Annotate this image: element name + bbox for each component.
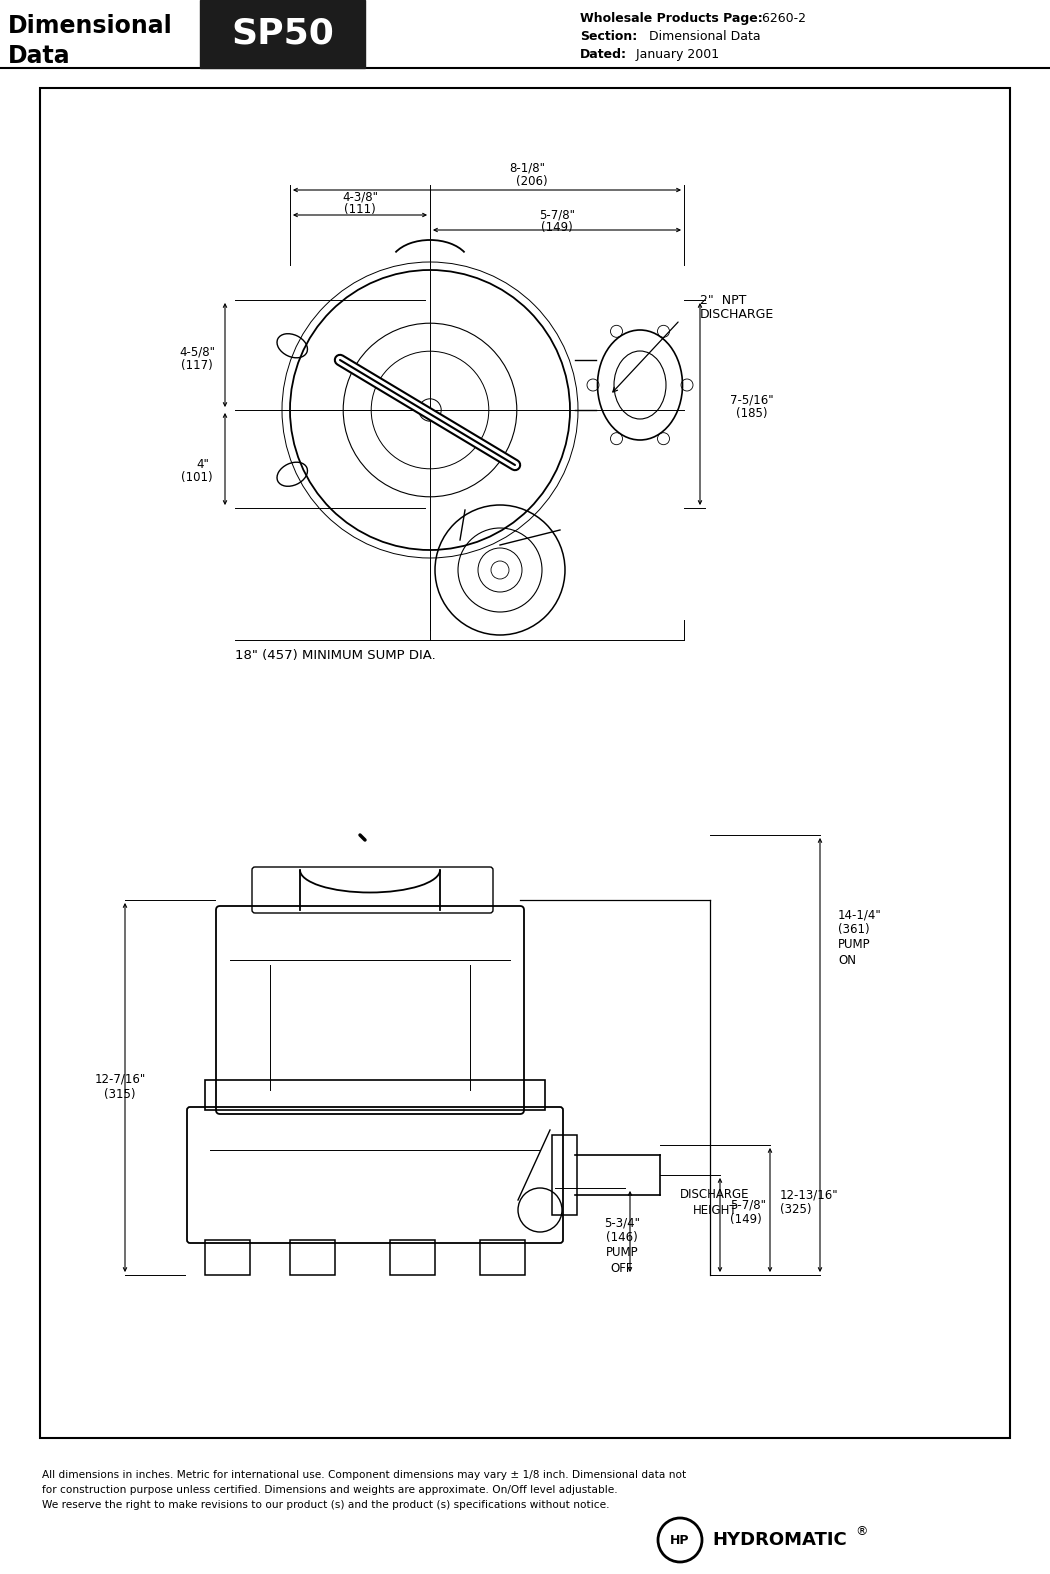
Bar [40, 88, 1010, 1439]
Text: 6260-2: 6260-2 [758, 13, 806, 25]
Text: DISCHARGE: DISCHARGE [680, 1188, 750, 1201]
Text: January 2001: January 2001 [632, 47, 719, 61]
Text: Wholesale Products Page:: Wholesale Products Page: [580, 13, 762, 25]
Text: 4-5/8": 4-5/8" [178, 346, 215, 359]
Text: Dimensional Data: Dimensional Data [645, 30, 760, 42]
Bar [480, 1240, 525, 1275]
Text: 5-3/4": 5-3/4" [604, 1217, 640, 1229]
Text: Section:: Section: [580, 30, 637, 42]
Text: Dated:: Dated: [580, 47, 627, 61]
Text: (146): (146) [606, 1231, 638, 1245]
Text: Dimensional: Dimensional [8, 14, 173, 38]
Text: DISCHARGE: DISCHARGE [700, 309, 774, 321]
Bar [552, 1135, 578, 1215]
Text: 14-1/4": 14-1/4" [838, 908, 882, 921]
Text: 12-13/16": 12-13/16" [780, 1188, 839, 1201]
Text: (325): (325) [780, 1204, 812, 1217]
Text: HP: HP [670, 1533, 690, 1547]
Text: HYDROMATIC: HYDROMATIC [712, 1532, 846, 1549]
Text: 2"  NPT: 2" NPT [700, 293, 747, 307]
Text: 5-7/8": 5-7/8" [539, 208, 575, 222]
Bar [290, 1240, 335, 1275]
Text: HEIGHT: HEIGHT [693, 1204, 737, 1217]
Text: ON: ON [838, 954, 856, 966]
Bar [205, 1080, 545, 1110]
Text: (101): (101) [182, 471, 213, 483]
Text: Data: Data [8, 44, 70, 68]
Text: (149): (149) [541, 220, 573, 233]
Text: (315): (315) [104, 1088, 135, 1100]
Text: 8-1/8": 8-1/8" [509, 162, 545, 175]
Text: 4": 4" [196, 458, 209, 472]
Bar [205, 1240, 250, 1275]
Text: 12-7/16": 12-7/16" [94, 1073, 146, 1086]
Text: (111): (111) [344, 203, 376, 216]
Bar [200, 0, 365, 68]
Text: (185): (185) [736, 406, 768, 420]
Text: All dimensions in inches. Metric for international use. Component dimensions may: All dimensions in inches. Metric for int… [42, 1470, 687, 1509]
Bar [390, 1240, 435, 1275]
Text: (361): (361) [838, 924, 869, 937]
Text: PUMP: PUMP [838, 938, 870, 952]
Text: 18" (457) MINIMUM SUMP DIA.: 18" (457) MINIMUM SUMP DIA. [235, 648, 436, 661]
Text: 4-3/8": 4-3/8" [342, 190, 378, 203]
Text: ®: ® [855, 1525, 867, 1538]
Text: 7-5/16": 7-5/16" [730, 394, 774, 406]
Text: (149): (149) [730, 1212, 761, 1226]
Text: PUMP: PUMP [606, 1247, 638, 1259]
Text: (206): (206) [517, 175, 548, 187]
Text: OFF: OFF [611, 1261, 633, 1275]
Text: (117): (117) [181, 359, 213, 371]
Text: SP50: SP50 [232, 17, 335, 50]
Text: 5-7/8": 5-7/8" [730, 1198, 766, 1212]
